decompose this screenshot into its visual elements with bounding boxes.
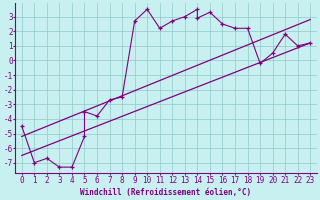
X-axis label: Windchill (Refroidissement éolien,°C): Windchill (Refroidissement éolien,°C) (80, 188, 252, 197)
